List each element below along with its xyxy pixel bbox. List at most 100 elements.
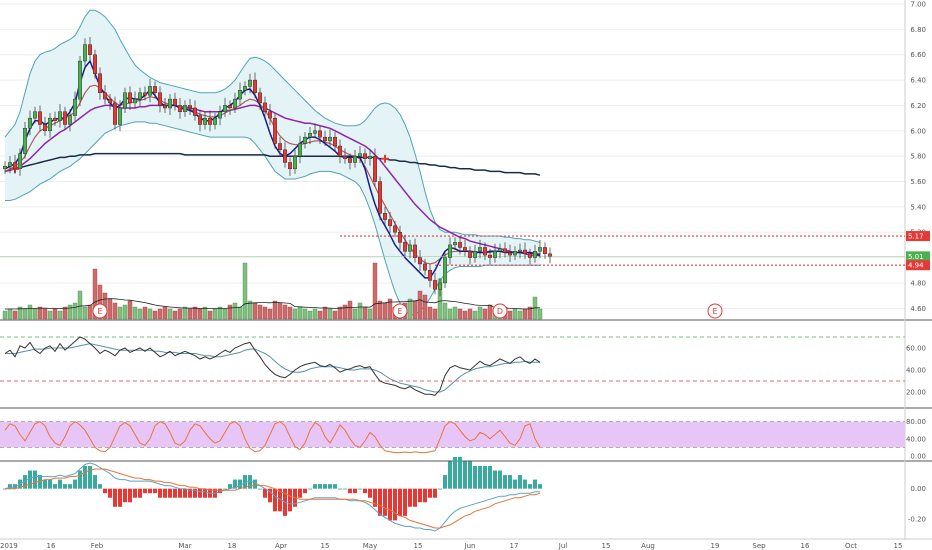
macd-histogram-bar <box>333 484 337 489</box>
macd-histogram-bar <box>188 488 192 498</box>
volume-bar <box>212 308 218 320</box>
event-marker <box>392 303 408 319</box>
candle-down <box>383 213 388 220</box>
candle-up <box>217 111 222 119</box>
macd-histogram-bar <box>13 484 17 489</box>
macd-histogram-bar <box>538 484 542 489</box>
volume-bar <box>512 308 518 320</box>
candle-down <box>97 73 102 93</box>
macd-histogram-bar <box>133 488 137 498</box>
volume-bar <box>427 306 433 320</box>
volume-bar <box>137 308 143 320</box>
macd-line <box>4 462 540 532</box>
candle-down <box>393 225 398 233</box>
candle-down <box>252 79 257 93</box>
volume-bar <box>42 308 48 320</box>
bollinger-lower <box>5 121 540 316</box>
candle-down <box>157 92 162 106</box>
candle-down <box>418 257 423 265</box>
bollinger-fill <box>5 10 540 315</box>
macd-histogram-bar <box>393 488 397 521</box>
stochastic-pane: 80.00 40.00 0.00 <box>0 418 926 461</box>
volume-bar <box>377 300 383 320</box>
event-marker <box>492 303 508 319</box>
candle-down <box>433 280 438 290</box>
macd-histogram-bar <box>308 488 312 490</box>
volume-bar <box>352 308 358 320</box>
volume-bar <box>347 300 353 320</box>
macd-histogram-bar <box>83 466 87 489</box>
macd-histogram-bar <box>98 484 102 489</box>
volume-bar <box>152 310 158 320</box>
volume-bar <box>327 308 333 320</box>
candle-up <box>293 155 298 170</box>
macd-histogram-bar <box>243 475 247 489</box>
candle-down <box>273 117 278 144</box>
volume-bars <box>2 262 543 320</box>
price-tag <box>906 251 930 262</box>
candle-up <box>448 244 453 258</box>
candle-up <box>33 111 38 119</box>
candle-down <box>283 149 288 163</box>
price-tick-label: 6.80 <box>910 26 926 34</box>
macd-histogram-bar <box>108 488 112 498</box>
volume-bar <box>2 310 8 320</box>
macd-histogram-bar <box>173 488 177 498</box>
macd-histogram-bar <box>398 488 402 516</box>
candle-down <box>483 247 488 256</box>
candle-up <box>313 130 318 134</box>
macd-histogram-bar <box>263 488 267 498</box>
price-tag-label: 5.01 <box>908 253 924 261</box>
candle-down <box>388 219 393 227</box>
candle-down <box>87 44 92 55</box>
volume-bar <box>187 308 193 320</box>
volume-bar <box>467 308 473 320</box>
macd-histogram-bar <box>168 488 172 498</box>
candle-down <box>378 181 383 214</box>
volume-bar <box>477 306 483 320</box>
volume-bar <box>307 310 313 320</box>
volume-bar <box>337 306 343 320</box>
macd-histogram-bar <box>38 475 42 489</box>
volume-bar <box>202 306 208 320</box>
macd-histogram-bar <box>253 479 257 489</box>
volume-bar <box>27 304 33 320</box>
candle-down <box>338 145 343 157</box>
pane-tick-label: 60.00 <box>906 345 926 353</box>
volume-bar <box>162 306 168 320</box>
macd-histogram-bar <box>288 488 292 512</box>
price-tick-label: 5.60 <box>910 178 926 186</box>
volume-bar <box>407 298 413 320</box>
candle-down <box>348 158 353 163</box>
volume-bar <box>267 308 273 320</box>
macd-histogram-bar <box>143 488 147 494</box>
macd-histogram-bar <box>428 488 432 498</box>
volume-bar <box>182 306 188 320</box>
candle-down <box>142 92 147 96</box>
macd-histogram-bar <box>433 488 437 498</box>
macd-histogram-bar <box>508 475 512 489</box>
macd-histogram-bar <box>403 488 407 516</box>
volume-bar <box>72 302 78 320</box>
macd-histogram-bar <box>238 479 242 489</box>
macd-histogram-bar <box>438 488 442 490</box>
macd-histogram-bar <box>113 488 117 507</box>
volume-bar <box>422 294 428 320</box>
volume-bar <box>132 306 138 320</box>
volume-bar <box>537 308 543 320</box>
time-tick-label: Aug <box>641 542 655 550</box>
candle-down <box>403 242 408 252</box>
volume-bar <box>357 302 363 320</box>
macd-histogram-bar <box>73 479 77 489</box>
candle-up <box>453 242 458 246</box>
volume-bar <box>207 310 213 320</box>
time-tick-label: 19 <box>711 542 720 550</box>
macd-histogram-bar <box>123 488 127 503</box>
candle-down <box>548 253 553 257</box>
candle-down <box>112 102 117 125</box>
candle-up <box>23 128 28 154</box>
macd-histogram-bar <box>468 461 472 489</box>
candle-down <box>127 92 132 104</box>
macd-histogram-bar <box>178 488 182 498</box>
